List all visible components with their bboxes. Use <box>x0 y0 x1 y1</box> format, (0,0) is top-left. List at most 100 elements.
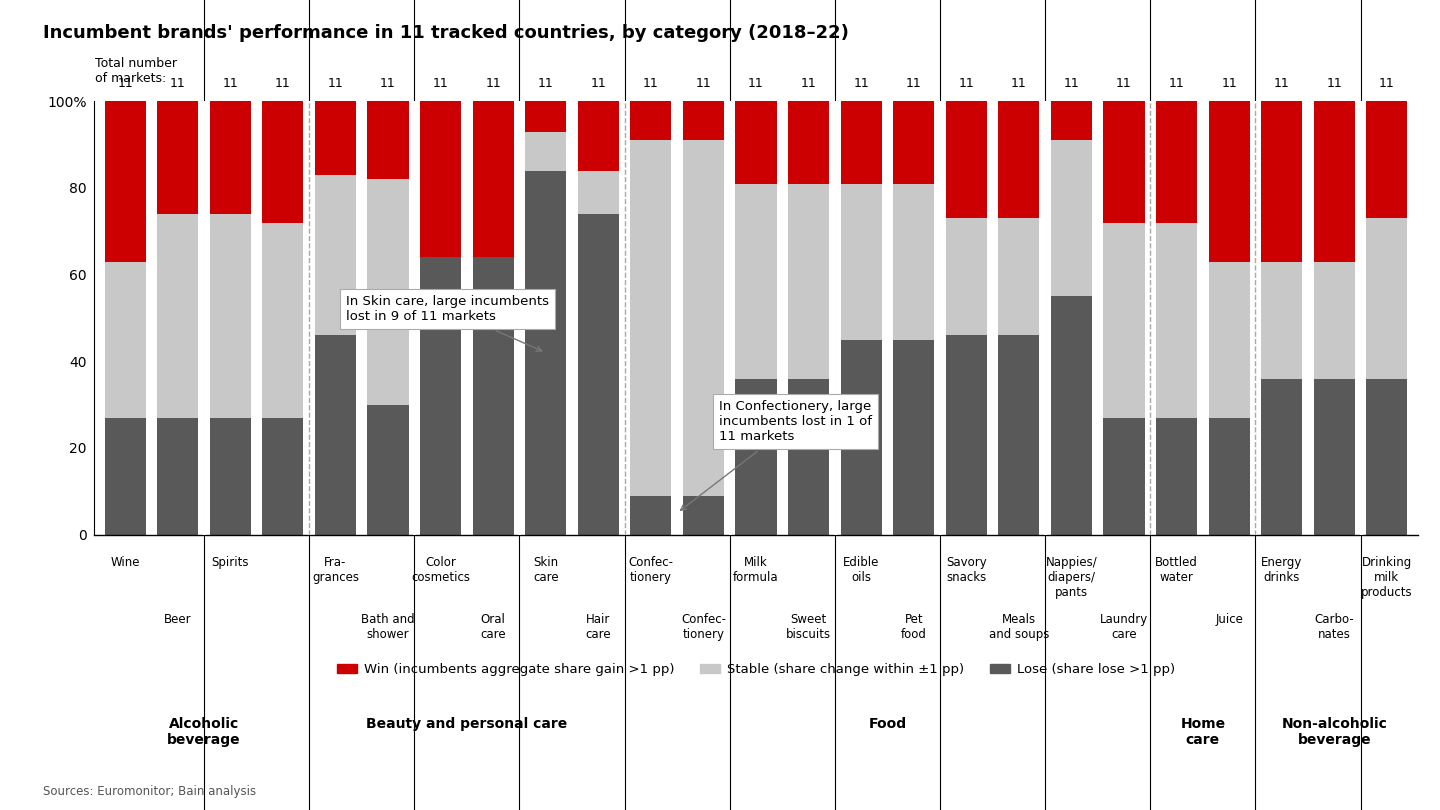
Text: 11: 11 <box>1064 78 1080 91</box>
Bar <box>367 101 409 179</box>
Text: Meals
and soups: Meals and soups <box>989 612 1050 641</box>
Bar <box>683 101 724 140</box>
Text: Drinking
milk
products: Drinking milk products <box>1361 556 1413 599</box>
Bar <box>736 184 776 378</box>
Text: Laundry
care: Laundry care <box>1100 612 1148 641</box>
Text: 11: 11 <box>696 78 711 91</box>
Bar <box>736 101 776 184</box>
Bar <box>105 262 145 418</box>
Bar <box>841 184 881 339</box>
Bar <box>157 418 199 535</box>
Text: 11: 11 <box>959 78 975 91</box>
Bar <box>1367 218 1407 378</box>
Text: Spirits: Spirits <box>212 556 249 569</box>
Bar <box>1208 101 1250 262</box>
Text: 11: 11 <box>170 78 186 91</box>
Text: 11: 11 <box>432 78 448 91</box>
Text: 11: 11 <box>1116 78 1132 91</box>
Bar <box>315 101 356 175</box>
Bar <box>788 101 829 184</box>
Bar <box>1103 418 1145 535</box>
Bar <box>210 101 251 214</box>
Text: 11: 11 <box>1169 78 1185 91</box>
Text: Sweet
biscuits: Sweet biscuits <box>786 612 831 641</box>
Bar <box>472 258 514 535</box>
Bar <box>631 140 671 496</box>
Text: 11: 11 <box>1380 78 1395 91</box>
Text: Nappies/
diapers/
pants: Nappies/ diapers/ pants <box>1045 556 1097 599</box>
Bar <box>210 214 251 418</box>
Bar <box>1367 378 1407 535</box>
Bar <box>1261 262 1302 378</box>
Bar <box>526 131 566 171</box>
Bar <box>946 335 986 535</box>
Text: Food: Food <box>868 717 907 731</box>
Bar <box>526 171 566 535</box>
Bar <box>157 101 199 214</box>
Bar <box>998 335 1040 535</box>
Text: In Skin care, large incumbents
lost in 9 of 11 markets: In Skin care, large incumbents lost in 9… <box>346 296 549 351</box>
Bar <box>1103 101 1145 223</box>
Bar <box>1367 101 1407 218</box>
Text: 11: 11 <box>327 78 343 91</box>
Text: Non-alcoholic
beverage: Non-alcoholic beverage <box>1282 717 1387 747</box>
Bar <box>105 101 145 262</box>
Text: Fra-
grances: Fra- grances <box>312 556 359 584</box>
Bar <box>1051 101 1092 140</box>
Bar <box>577 214 619 535</box>
Bar <box>736 378 776 535</box>
Bar <box>946 101 986 218</box>
Bar <box>1261 378 1302 535</box>
Text: Bath and
shower: Bath and shower <box>361 612 415 641</box>
Text: 11: 11 <box>1221 78 1237 91</box>
Bar <box>577 101 619 171</box>
Bar <box>1051 140 1092 296</box>
Bar <box>367 179 409 404</box>
Text: Confec-
tionery: Confec- tionery <box>681 612 726 641</box>
Text: Milk
formula: Milk formula <box>733 556 779 584</box>
Bar <box>1261 101 1302 262</box>
Text: Beer: Beer <box>164 612 192 625</box>
Bar <box>1051 296 1092 535</box>
Text: Skin
care: Skin care <box>533 556 559 584</box>
Bar <box>526 101 566 131</box>
Legend: Win (incumbents aggregate share gain >1 pp), Stable (share change within ±1 pp),: Win (incumbents aggregate share gain >1 … <box>331 659 1181 682</box>
Text: Hair
care: Hair care <box>586 612 611 641</box>
Bar <box>157 214 199 418</box>
Text: 11: 11 <box>275 78 291 91</box>
Bar <box>577 171 619 214</box>
Bar <box>472 101 514 258</box>
Text: Energy
drinks: Energy drinks <box>1261 556 1302 584</box>
Text: Total number
of markets:: Total number of markets: <box>95 57 177 85</box>
Text: Home
care: Home care <box>1181 717 1225 747</box>
Bar <box>893 339 935 535</box>
Bar <box>788 378 829 535</box>
Text: 11: 11 <box>537 78 553 91</box>
Bar <box>420 258 461 535</box>
Bar <box>315 175 356 335</box>
Bar <box>1208 418 1250 535</box>
Bar <box>420 101 461 258</box>
Text: Sources: Euromonitor; Bain analysis: Sources: Euromonitor; Bain analysis <box>43 785 256 798</box>
Text: Bottled
water: Bottled water <box>1155 556 1198 584</box>
Bar <box>631 101 671 140</box>
Bar <box>1313 101 1355 262</box>
Text: 11: 11 <box>854 78 868 91</box>
Bar <box>1156 101 1197 223</box>
Bar <box>893 184 935 339</box>
Text: 11: 11 <box>380 78 396 91</box>
Text: Oral
care: Oral care <box>481 612 505 641</box>
Bar <box>841 339 881 535</box>
Text: 11: 11 <box>644 78 658 91</box>
Bar <box>1156 223 1197 418</box>
Bar <box>1103 223 1145 418</box>
Text: 11: 11 <box>117 78 132 91</box>
Bar <box>683 140 724 496</box>
Bar <box>788 184 829 378</box>
Bar <box>105 418 145 535</box>
Text: 11: 11 <box>485 78 501 91</box>
Text: Beauty and personal care: Beauty and personal care <box>366 717 567 731</box>
Bar <box>262 101 304 223</box>
Bar <box>210 418 251 535</box>
Text: Savory
snacks: Savory snacks <box>946 556 986 584</box>
